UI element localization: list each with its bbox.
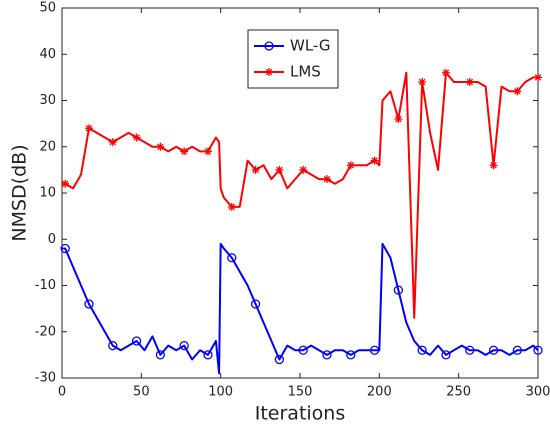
marker <box>155 350 166 360</box>
marker <box>227 202 236 211</box>
marker <box>203 147 212 156</box>
marker <box>131 336 142 346</box>
marker <box>489 161 498 170</box>
marker <box>441 68 450 77</box>
x-tick-label: 200 <box>367 385 392 400</box>
marker <box>203 350 213 360</box>
marker <box>180 147 189 156</box>
marker <box>322 175 331 184</box>
marker <box>513 87 522 96</box>
y-tick-label: -10 <box>35 278 56 293</box>
marker <box>275 165 284 174</box>
y-tick-label: 40 <box>39 47 56 62</box>
marker <box>370 156 379 165</box>
series-line <box>62 242 539 375</box>
x-tick-label: 250 <box>446 385 471 400</box>
x-tick-label: 50 <box>133 385 150 400</box>
y-axis-label: NMSD(dB) <box>9 144 31 241</box>
marker <box>533 345 543 355</box>
marker <box>274 354 285 365</box>
x-tick-label: 300 <box>526 385 550 400</box>
marker <box>84 299 94 309</box>
y-tick-label: 0 <box>48 232 56 247</box>
marker <box>179 340 189 351</box>
marker <box>61 179 70 188</box>
x-tick-label: 100 <box>208 385 233 400</box>
y-tick-label: 30 <box>39 93 56 108</box>
marker <box>418 78 427 86</box>
marker <box>441 350 451 360</box>
marker <box>322 350 332 360</box>
marker <box>417 345 427 355</box>
y-tick-label: 50 <box>39 1 56 16</box>
y-tick-label: -20 <box>35 324 56 339</box>
marker <box>156 142 165 151</box>
marker <box>346 161 355 170</box>
marker <box>298 345 308 355</box>
y-tick-label: -30 <box>35 371 56 386</box>
marker <box>346 350 356 360</box>
marker <box>108 340 118 351</box>
marker <box>227 253 237 263</box>
marker <box>393 285 404 295</box>
marker <box>132 133 141 142</box>
marker <box>465 78 474 86</box>
marker <box>264 41 274 51</box>
x-tick-label: 0 <box>58 385 66 400</box>
legend-box <box>247 29 339 89</box>
marker <box>394 115 403 123</box>
marker <box>465 345 475 355</box>
x-tick-label: 150 <box>288 385 313 400</box>
legend-label: WL-G <box>290 37 331 55</box>
y-tick-label: 20 <box>39 139 56 154</box>
legend-label: LMS <box>290 63 321 81</box>
series-line <box>62 71 538 319</box>
marker <box>265 68 273 76</box>
marker <box>108 138 117 147</box>
marker <box>534 73 542 82</box>
x-axis-label: Iterations <box>255 403 346 425</box>
marker <box>84 124 93 133</box>
marker <box>512 345 523 355</box>
marker <box>299 165 308 174</box>
marker <box>488 345 499 355</box>
marker <box>250 299 261 309</box>
marker <box>369 345 380 355</box>
marker <box>251 165 260 174</box>
y-tick-label: 10 <box>39 186 56 201</box>
marker <box>60 243 70 254</box>
